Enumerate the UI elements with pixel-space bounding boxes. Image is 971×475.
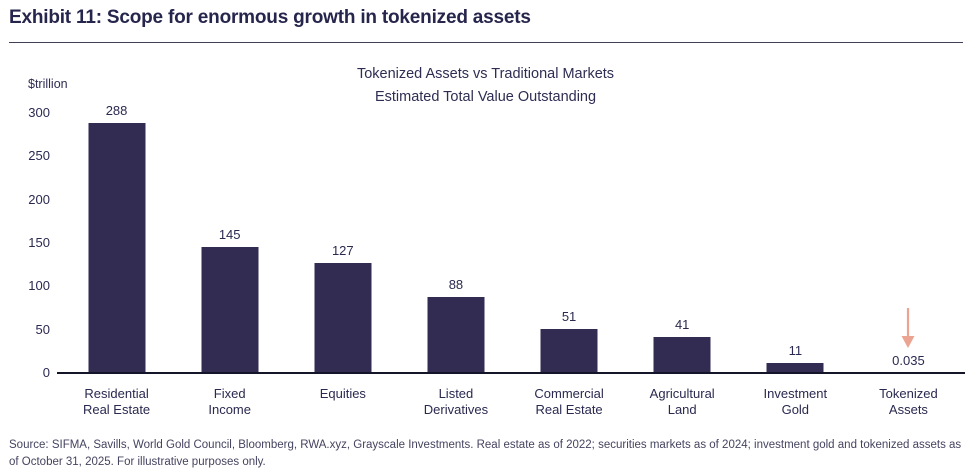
chart-title-line1: Tokenized Assets vs Traditional Markets [356,66,615,82]
bar-commercial-real-estate [540,328,598,373]
bar-listed-derivatives [427,296,485,373]
y-tick-0: 0 [42,365,50,380]
bar-agricultural-land [653,337,711,373]
x-axis-label-fixed-income: Fixed Income [208,386,251,417]
y-axis-unit-label: $trillion [28,77,68,91]
chart-title-line2: Estimated Total Value Outstanding [374,89,597,105]
bar-column-investment-gold: 11 Investment Gold [739,113,852,417]
chart-title: Tokenized Assets vs Traditional Markets … [0,63,971,109]
x-axis-label-investment-gold: Investment Gold [763,386,828,417]
y-tick-100: 100 [28,278,50,294]
bar-column-tokenized-assets: 0.035 Tokenized Assets [852,113,965,417]
x-axis-label-listed-derivatives: Listed Derivatives [423,386,489,417]
bar-investment-gold [766,363,824,373]
x-axis-label-commercial-real-estate: Commercial Real Estate [534,386,604,417]
header-divider [9,42,963,43]
down-arrow-icon [901,308,915,348]
bar-column-listed-derivatives: 88 Listed Derivatives [399,113,512,417]
bar-value-label: 0.035 [892,352,925,368]
exhibit-title: Exhibit 11: Scope for enormous growth in… [9,7,531,28]
plot-area: 288 Residential Real Estate 145 Fixed Incom… [60,103,965,417]
bar-equities [314,262,372,373]
x-axis-label-tokenized-assets: Tokenized Assets [879,386,938,417]
y-tick-200: 200 [28,191,50,207]
y-tick-300: 300 [28,105,50,120]
bar-value-label: 41 [674,317,690,333]
x-axis-label-equities: Equities [319,386,366,401]
bar-value-label: 11 [788,343,803,359]
x-axis-line [57,372,965,374]
bar-column-residential-real-estate: 288 Residential Real Estate [60,103,173,417]
bar-column-agricultural-land: 41 Agricultural Land [626,113,739,417]
x-axis-label-agricultural-land: Agricultural Land [649,386,715,417]
bar-residential-real-estate [88,123,146,373]
y-tick-250: 250 [28,148,50,164]
x-axis-label-residential-real-estate: Residential Real Estate [82,386,151,417]
bar-fixed-income [201,247,259,373]
bar-value-label: 127 [331,242,354,258]
bar-column-equities: 127 Equities [286,113,399,401]
bar-column-commercial-real-estate: 51 Commercial Real Estate [513,113,626,417]
y-tick-50: 50 [35,321,50,337]
bar-value-label: 288 [105,103,128,119]
bar-value-label: 88 [448,276,464,292]
source-note: Source: SIFMA, Savills, World Gold Counc… [9,439,962,468]
bar-value-label: 51 [561,308,577,324]
y-tick-150: 150 [28,235,50,250]
bar-value-label: 145 [218,227,241,243]
bar-column-fixed-income: 145 Fixed Income [173,113,286,417]
